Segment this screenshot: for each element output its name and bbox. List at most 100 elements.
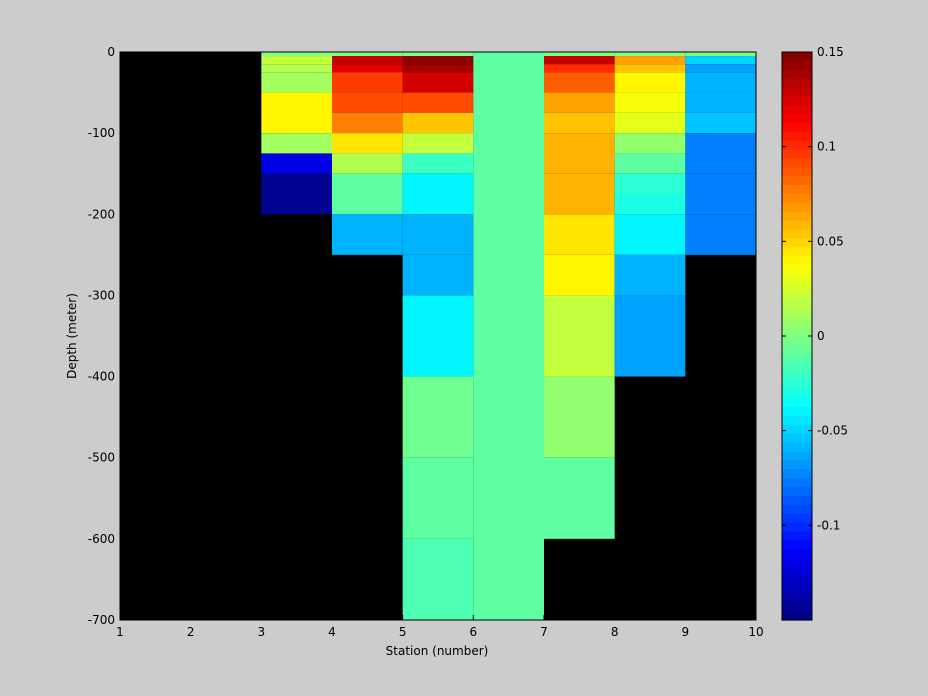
heatmap-cell <box>402 153 474 174</box>
heatmap-cell <box>402 173 474 215</box>
colorbar-band <box>782 185 812 195</box>
axes: 1 2 3 4 5 6 7 8 9 10 0 -100 -200 -300 -400 -500 -600 -700 <box>88 45 764 639</box>
heatmap-cell <box>332 153 403 174</box>
heatmap-cell <box>332 133 403 154</box>
colorbar-band <box>782 149 812 160</box>
colorbar-band <box>782 380 812 390</box>
heatmap-cell <box>261 64 332 73</box>
colorbar-band <box>782 176 812 186</box>
colorbar-band <box>782 265 812 275</box>
y-tick-label: -400 <box>88 370 115 384</box>
colorbar-band <box>782 575 812 586</box>
heatmap-cell <box>614 56 686 65</box>
colorbar-tick-label: 0.1 <box>817 140 836 154</box>
colorbar-band <box>782 549 812 559</box>
heatmap-cell <box>614 64 686 73</box>
heatmap-cell <box>544 72 615 93</box>
heatmap-cell <box>544 376 615 458</box>
colorbar-band <box>782 282 812 293</box>
x-tick-label: 4 <box>328 625 336 639</box>
colorbar-band <box>782 158 812 168</box>
colorbar-band <box>782 362 812 373</box>
heatmap-cell <box>544 112 615 134</box>
x-tick-label: 3 <box>258 625 266 639</box>
heatmap-cell <box>473 52 544 620</box>
colorbar-band <box>782 513 812 523</box>
colorbar-band <box>782 451 812 461</box>
colorbar-band <box>782 584 812 594</box>
colorbar-band <box>782 114 812 124</box>
colorbar-band <box>782 353 812 364</box>
heatmap-cell <box>402 457 474 539</box>
heatmap-cell <box>332 92 403 113</box>
colorbar-band <box>782 194 812 204</box>
heatmap-cell <box>685 52 756 57</box>
colorbar-band <box>782 167 812 177</box>
heatmap-cell <box>614 52 686 57</box>
colorbar-band <box>782 60 812 71</box>
colorbar-band <box>782 602 812 612</box>
y-tick-label: -100 <box>88 126 115 140</box>
colorbar-band <box>782 566 812 577</box>
colorbar-band <box>782 433 812 444</box>
colorbar-band <box>782 415 812 426</box>
colorbar-band <box>782 52 812 62</box>
colorbar-band <box>782 460 812 470</box>
x-tick-label: 8 <box>611 625 619 639</box>
x-tick-label: 7 <box>540 625 548 639</box>
heatmap-cell <box>261 52 332 57</box>
heatmap-cell <box>402 538 474 620</box>
heatmap-cell <box>544 173 615 215</box>
x-tick-label: 2 <box>187 625 195 639</box>
colorbar-band <box>782 557 812 568</box>
heatmap-cell <box>261 133 332 154</box>
heatmap-cell <box>261 56 332 65</box>
colorbar-band <box>782 442 812 452</box>
colorbar-band <box>782 531 812 541</box>
colorbar-band <box>782 256 812 266</box>
heatmap-cell <box>332 52 403 57</box>
colorbar-tick-label: -0.05 <box>817 424 848 438</box>
colorbar-band <box>782 522 812 532</box>
heatmap-cell <box>402 376 474 458</box>
colorbar-band <box>782 371 812 381</box>
colorbar-band <box>782 300 812 310</box>
colorbar-band <box>782 318 812 328</box>
colorbar-band <box>782 291 812 302</box>
x-tick-label: 9 <box>682 625 690 639</box>
colorbar-band <box>782 398 812 408</box>
y-tick-label: -600 <box>88 532 115 546</box>
colorbar-tick-label: 0 <box>817 329 825 343</box>
colorbar-band <box>782 344 812 355</box>
heatmap-cell <box>685 56 756 65</box>
colorbar-band <box>782 87 812 97</box>
heatmap-cell <box>402 64 474 73</box>
colorbar-band <box>782 238 812 248</box>
colorbar-band <box>782 478 812 488</box>
heatmap-cell <box>402 214 474 255</box>
colorbar-band <box>782 105 812 115</box>
colorbar-band <box>782 273 812 284</box>
heatmap-cell <box>685 64 756 73</box>
colorbar-band <box>782 504 812 515</box>
heatmap-cell <box>402 112 474 134</box>
heatmap-cell <box>614 72 686 93</box>
heatmap-cell <box>402 56 474 65</box>
colorbar-band <box>782 123 812 133</box>
heatmap-cell <box>544 295 615 377</box>
x-tick-label: 5 <box>399 625 407 639</box>
heatmap-cell <box>614 173 686 194</box>
colorbar-tick-label: 0.05 <box>817 234 844 248</box>
heatmap-cell <box>261 72 332 93</box>
heatmap-cell <box>544 254 615 296</box>
heatmap-cell <box>544 133 615 174</box>
x-tick-label: 6 <box>470 625 478 639</box>
heatmap-cell <box>261 173 332 215</box>
colorbar-band <box>782 336 812 346</box>
heatmap-cell <box>332 214 403 255</box>
heatmap-cell <box>332 56 403 65</box>
colorbar-band <box>782 327 812 337</box>
heatmap-cell <box>332 173 403 215</box>
heatmap-cell <box>332 64 403 73</box>
heatmap-cell <box>685 214 756 255</box>
